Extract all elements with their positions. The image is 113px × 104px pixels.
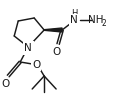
Text: N: N <box>24 43 32 53</box>
Text: O: O <box>52 47 60 57</box>
Text: NH: NH <box>87 15 103 25</box>
Text: N: N <box>70 15 77 25</box>
Text: O: O <box>1 79 9 89</box>
Polygon shape <box>44 28 62 32</box>
Text: H: H <box>70 9 77 17</box>
Text: O: O <box>32 60 40 70</box>
Text: 2: 2 <box>101 20 105 28</box>
